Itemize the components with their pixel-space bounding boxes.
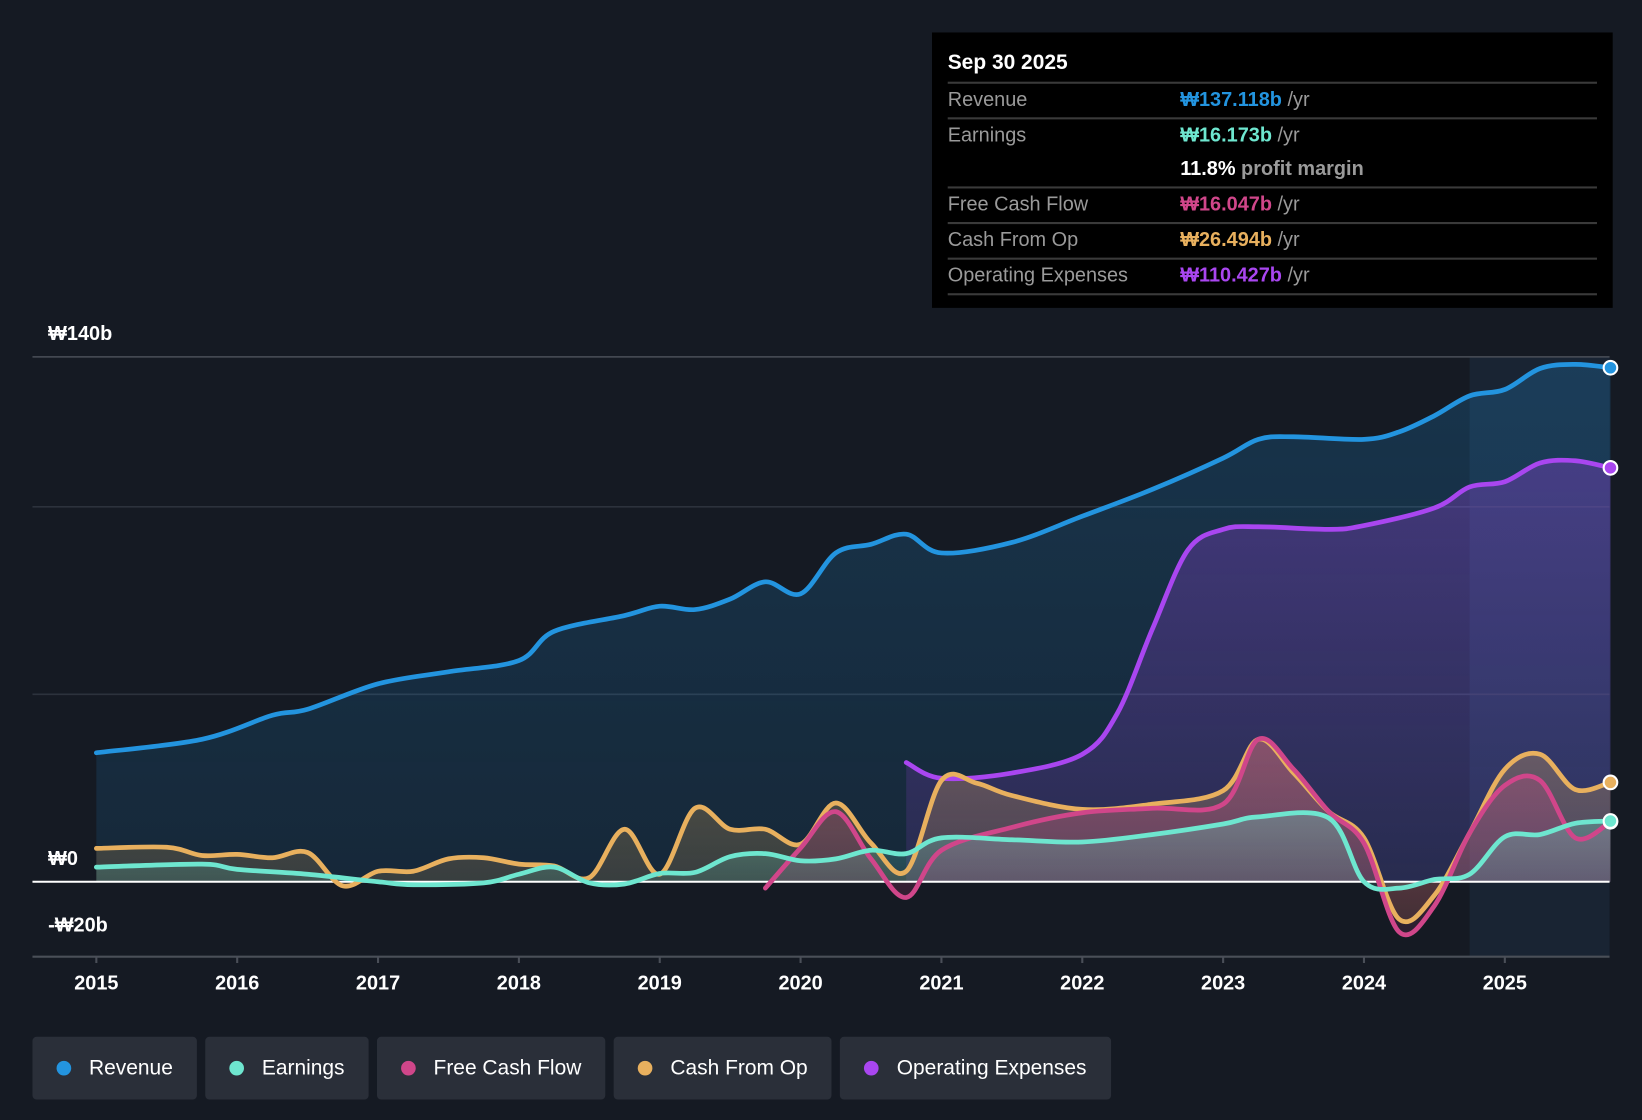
earnings-dot-icon [229,1060,245,1076]
tooltip-value: ₩16.047b [1180,193,1272,216]
fcf-dot-icon [401,1060,416,1076]
tooltip-value: ₩110.427b [1180,264,1282,287]
y-tick-label: ₩140b [48,323,112,345]
tooltip-row-fcf: Free Cash Flow ₩16.047b /yr [947,188,1597,225]
legend-cash-from-op[interactable]: Cash From Op [613,1036,832,1100]
tooltip-row-margin: 11.8% profit margin [947,153,1597,189]
operating-expenses-area [906,460,1611,882]
x-tick-label: 2016 [215,973,259,995]
x-tick-label: 2020 [778,973,822,995]
x-tick-label: 2025 [1483,973,1527,995]
operating-expenses-line [903,457,1613,782]
x-tick-label: 2024 [1342,973,1386,995]
legend: Revenue Earnings Free Cash Flow Cash Fro… [32,1036,1111,1100]
legend-label: Earnings [261,1056,345,1080]
legend-label: Revenue [89,1056,173,1080]
legend-label: Free Cash Flow [433,1056,582,1080]
legend-revenue[interactable]: Revenue [32,1036,197,1100]
tooltip-label [948,153,1180,187]
tooltip-label: Free Cash Flow [947,193,1089,216]
tooltip-label: Cash From Op [947,229,1079,252]
revenue-line [93,362,1613,756]
tooltip-date: Sep 30 2025 [947,49,1597,84]
x-tick-label: 2021 [919,973,963,995]
tooltip-value: ₩26.494b [1180,229,1272,252]
x-tick-label: 2015 [74,973,118,995]
legend-label: Operating Expenses [896,1056,1087,1080]
tooltip-unit: /yr [1277,229,1300,252]
earnings-area [96,812,1611,890]
x-tick-label: 2022 [1060,973,1104,995]
tooltip-unit: profit margin [1241,158,1364,181]
x-tick-label: 2019 [638,973,682,995]
tooltip-label: Operating Expenses [947,264,1129,287]
x-tick-label: 2023 [1201,973,1245,995]
x-tick-label: 2018 [497,973,541,995]
tooltip-row-earnings: Earnings ₩16.173b /yr [948,119,1597,153]
operating-expenses-end-point [1602,460,1619,476]
y-tick-label: ₩0 [48,848,78,870]
tooltip-value: 11.8% [1180,158,1236,181]
tooltip-unit: /yr [1287,264,1310,287]
legend-label: Cash From Op [670,1056,808,1080]
tooltip-value: ₩16.173b [1180,124,1272,147]
legend-free-cash-flow[interactable]: Free Cash Flow [376,1036,606,1100]
earnings-line [93,810,1613,892]
revenue-dot-icon [56,1060,72,1076]
tooltip-unit: /yr [1287,89,1310,112]
cfo-dot-icon [637,1060,653,1076]
cash-from-op-line [93,736,1613,924]
tooltip-label: Earnings [947,124,1027,147]
earnings-end-point [1602,813,1619,829]
tooltip-value: ₩137.118b [1180,89,1282,112]
tooltip-unit: /yr [1277,124,1300,147]
free-cash-flow-line [763,736,1613,937]
tooltip-row-opex: Operating Expenses ₩110.427b /yr [947,260,1597,296]
revenue-end-point [1602,359,1619,376]
tooltip-unit: /yr [1277,193,1300,216]
tooltip-row-revenue: Revenue ₩137.118b /yr [947,84,1597,120]
legend-earnings[interactable]: Earnings [205,1036,369,1100]
tooltip-row-cfo: Cash From Op ₩26.494b /yr [947,224,1597,260]
y-tick-label: -₩20b [48,915,108,937]
cash-from-op-end-point [1602,774,1619,791]
x-tick-label: 2017 [356,973,400,995]
tooltip-label: Revenue [947,89,1028,112]
tooltip: Sep 30 2025 Revenue ₩137.118b /yr Earning… [932,32,1613,308]
legend-operating-expenses[interactable]: Operating Expenses [840,1036,1111,1100]
opex-dot-icon [864,1060,879,1076]
